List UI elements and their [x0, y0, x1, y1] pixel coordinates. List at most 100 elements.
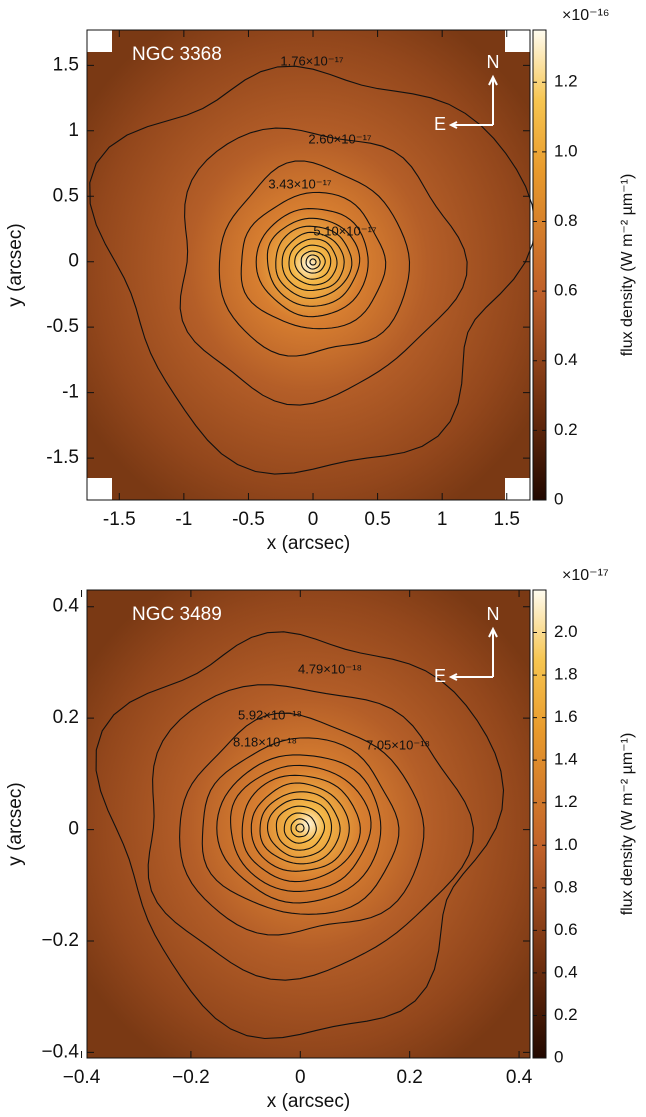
contour-line [283, 812, 317, 844]
contour-line [250, 782, 350, 872]
y-tick-label: 0 [68, 819, 79, 840]
panel: 1.76×10⁻¹⁷ 2.60×10⁻¹⁷ 3.43×10⁻¹⁷ 5.10×10⁻¹⁷… [5, 7, 636, 554]
masked-corner [505, 30, 530, 52]
contour-line [266, 798, 333, 858]
contour-line [179, 127, 468, 406]
x-tick-label: 0 [295, 1067, 306, 1088]
colorbar [532, 29, 547, 501]
x-tick-label: 0 [308, 509, 319, 530]
contour-line [216, 754, 382, 904]
y-tick-label: 1 [68, 120, 79, 141]
contour-line [305, 254, 321, 270]
contour-label: 5.10×10⁻¹⁷ [313, 223, 377, 238]
contour-line [95, 631, 505, 1040]
y-tick-label: -0.5 [46, 316, 79, 337]
x-tick-label: 0.4 [506, 1067, 533, 1088]
compass-arrows [448, 74, 498, 129]
contour-line [275, 225, 353, 299]
contour-label: 2.60×10⁻¹⁷ [308, 131, 372, 146]
colorbar-label: flux density (W m⁻² µm⁻¹) [619, 174, 636, 357]
contour-line [295, 823, 305, 833]
contour-label: 3.43×10⁻¹⁷ [268, 176, 332, 191]
compass-arrows [448, 626, 498, 681]
contour-line [230, 764, 372, 892]
colorbar-label: flux density (W m⁻² µm⁻¹) [619, 733, 636, 916]
y-tick-label: 0.5 [53, 185, 79, 206]
contour-line [218, 160, 411, 357]
colorbar-tick-label: 2.0 [554, 622, 578, 641]
x-tick-label: −0.4 [63, 1067, 101, 1088]
colorbar-tick-label: 1.2 [554, 792, 578, 811]
contour-line [255, 208, 369, 318]
colorbar-tick-label: 0 [554, 1047, 563, 1066]
masked-corner [505, 478, 530, 500]
colorbar-scale: ×10⁻¹⁷ [562, 567, 609, 584]
y-axis-label: y (arcsec) [5, 223, 26, 306]
colorbar-tick-label: 0.6 [554, 920, 578, 939]
masked-corner [87, 478, 112, 500]
y-tick-label: 0.4 [53, 596, 80, 617]
x-tick-label: -0.5 [232, 509, 265, 530]
contour-label: 8.18×10⁻¹⁸ [233, 734, 297, 749]
plot-frame [86, 589, 531, 1059]
contour-label: 5.92×10⁻¹⁸ [238, 707, 302, 722]
colorbar [532, 589, 547, 1059]
y-tick-label: -1.5 [46, 447, 79, 468]
contour-line [89, 65, 536, 475]
contour-line [290, 818, 310, 838]
colorbar-tick-label: 0 [554, 489, 563, 508]
contour-line [275, 805, 326, 851]
colorbar-tick-label: 1.6 [554, 707, 578, 726]
y-tick-label: −0.2 [41, 930, 79, 951]
contour-label: 7.05×10⁻¹⁸ [366, 737, 430, 752]
colorbar-tick-label: 0.2 [554, 420, 578, 439]
x-tick-label: 1 [437, 509, 448, 530]
image [87, 30, 530, 500]
x-tick-label: 0.2 [396, 1067, 422, 1088]
x-tick-label: -1 [175, 509, 192, 530]
colorbar-tick-label: 1.8 [554, 665, 578, 684]
masked-corner [87, 30, 112, 52]
plot-frame [86, 29, 531, 501]
colorbar-tick-label: 0.8 [554, 877, 578, 896]
x-axis-label: x (arcsec) [267, 1091, 350, 1112]
contour-line [300, 250, 326, 274]
compass-east: E [434, 666, 446, 686]
panel-title: NGC 3368 [132, 44, 222, 65]
x-tick-label: −0.2 [172, 1067, 210, 1088]
y-tick-label: 0 [68, 251, 79, 272]
colorbar-tick-label: 0.6 [554, 281, 578, 300]
contour-label: 4.79×10⁻¹⁸ [298, 661, 362, 676]
contour-line [309, 258, 317, 266]
colorbar-tick-label: 0.2 [554, 1005, 578, 1024]
colorbar-scale: ×10⁻¹⁶ [562, 7, 610, 24]
contour-line [259, 791, 341, 865]
contour-line [179, 712, 425, 936]
colorbar-tick-label: 1.4 [554, 750, 578, 769]
colorbar-tick-label: 1.0 [554, 141, 578, 160]
compass-north: N [487, 604, 500, 624]
colorbar-tick-label: 0.8 [554, 211, 578, 230]
colorbar-tick-label: 0.4 [554, 350, 578, 369]
contour-line [281, 231, 345, 292]
colorbar-tick-label: 0.4 [554, 962, 578, 981]
compass-east: E [434, 114, 446, 134]
compass-north: N [487, 52, 500, 72]
panel-title: NGC 3489 [132, 604, 222, 625]
contour-line [266, 217, 361, 307]
contour-line [288, 238, 338, 286]
x-tick-label: -1.5 [103, 509, 136, 530]
contour-label: 1.76×10⁻¹⁷ [280, 53, 344, 68]
contour-line [241, 774, 361, 883]
colorbar-tick-label: 1.2 [554, 72, 578, 91]
x-tick-label: 0.5 [364, 509, 390, 530]
y-tick-label: -1 [62, 382, 79, 403]
contour-line [147, 684, 474, 981]
y-tick-label: −0.4 [41, 1041, 79, 1062]
y-tick-label: 0.2 [53, 707, 79, 728]
y-tick-label: 1.5 [53, 54, 79, 75]
x-axis-label: x (arcsec) [267, 533, 350, 554]
contour-line [240, 191, 387, 330]
colorbar-tick-label: 1.0 [554, 835, 578, 854]
